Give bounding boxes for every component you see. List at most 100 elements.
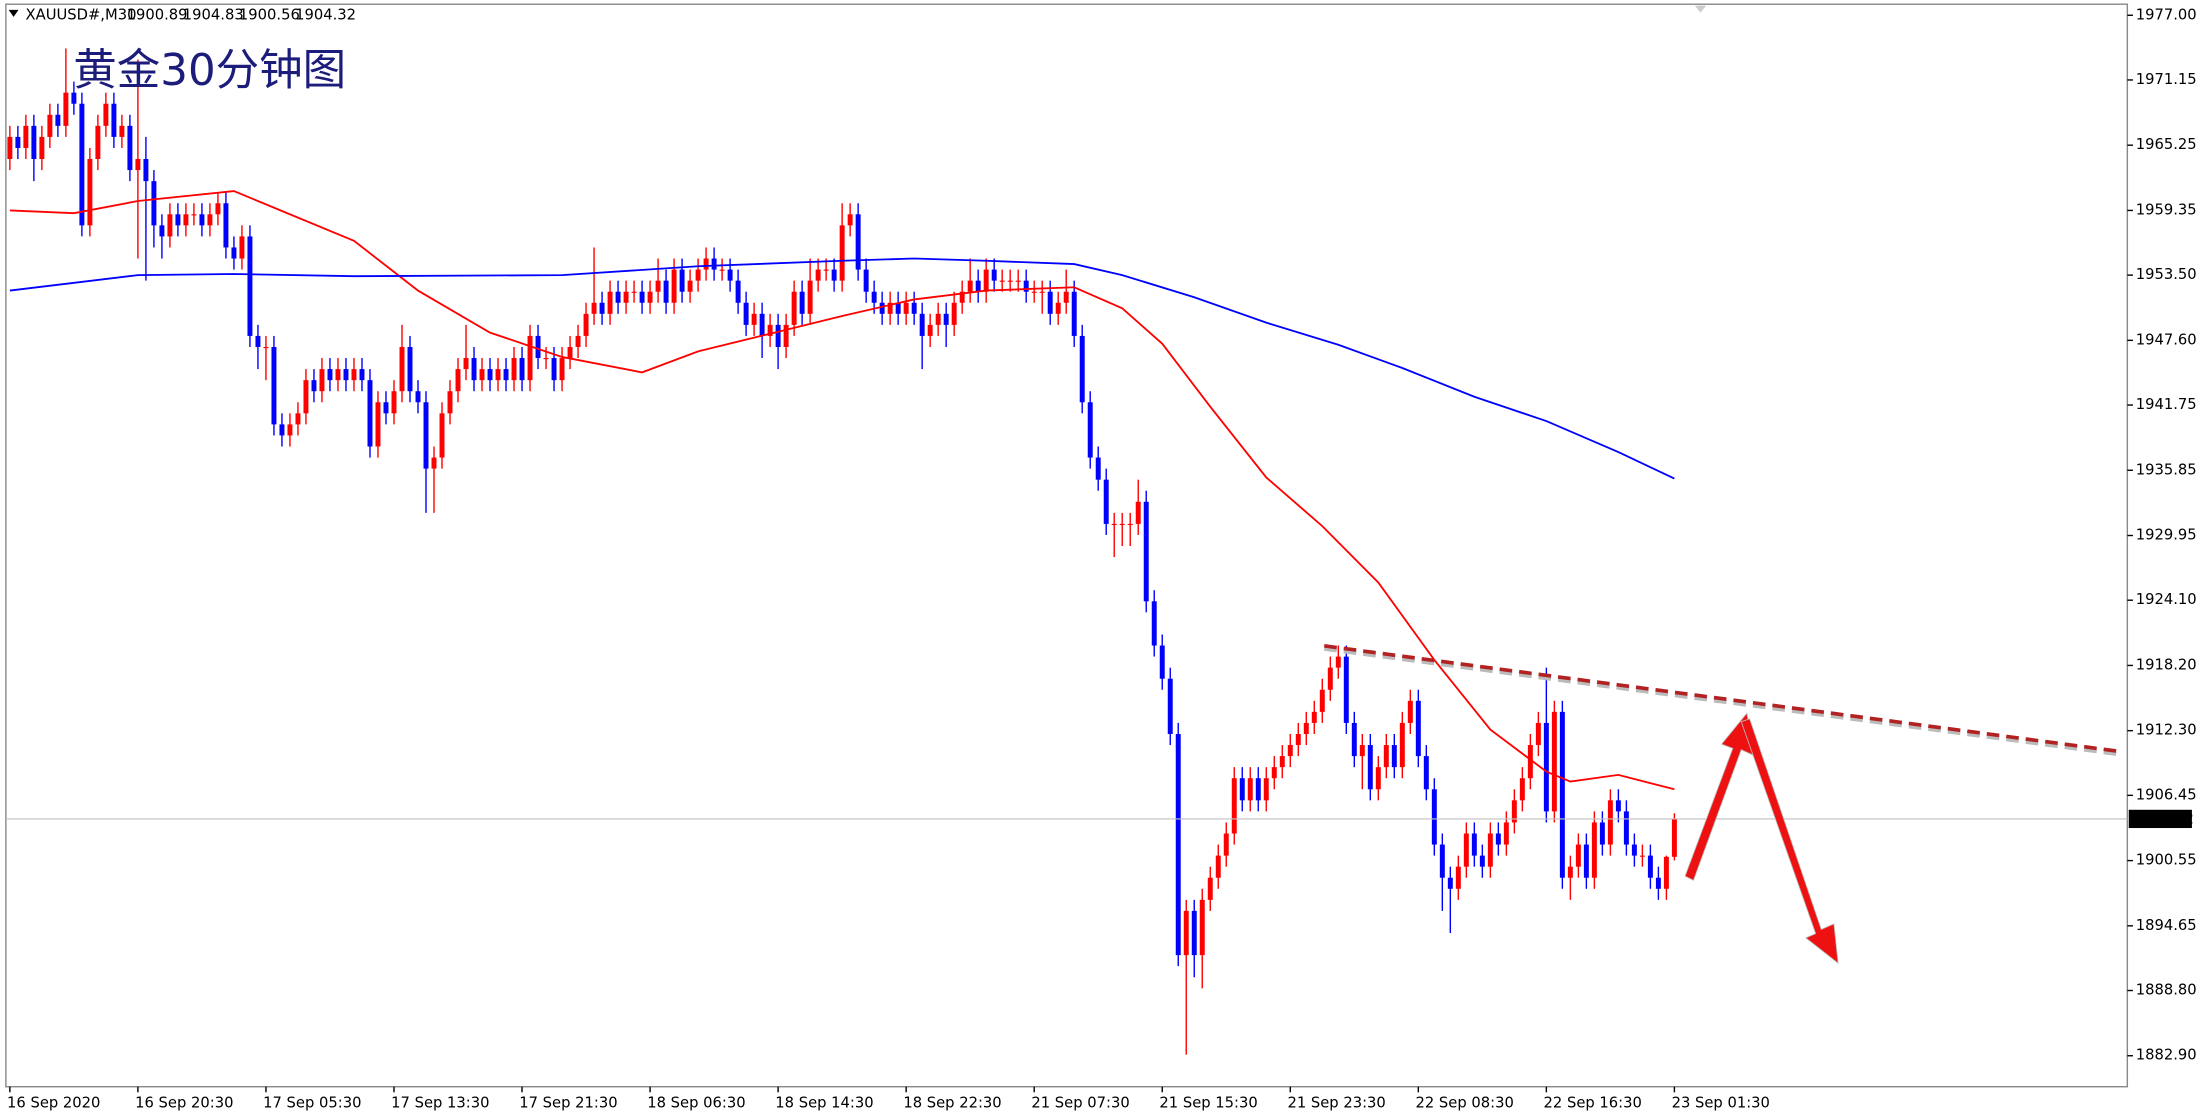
candle-body <box>671 269 677 303</box>
candle-body <box>1223 833 1229 856</box>
candle-body <box>1031 291 1037 293</box>
candle-body <box>943 313 949 325</box>
moving-average <box>9 190 1675 791</box>
candle-body <box>559 358 565 381</box>
candle-body <box>1023 280 1029 292</box>
candle-body <box>335 369 341 381</box>
candle-body <box>919 313 925 336</box>
candle-body <box>303 380 309 414</box>
candle-body <box>783 324 789 347</box>
candle-body <box>1231 778 1237 834</box>
forecast-arrows <box>1684 712 1839 965</box>
candle-body <box>1255 778 1261 801</box>
candle-body <box>831 269 837 281</box>
candle-body <box>759 313 765 336</box>
candle-body <box>183 214 189 226</box>
symbol: XAUUSD#,M30 <box>26 6 137 23</box>
candle-body <box>583 313 589 336</box>
candle-body <box>1599 822 1605 845</box>
candle-body <box>1327 667 1333 690</box>
candle-body <box>751 313 757 325</box>
candle-body <box>1415 700 1421 757</box>
y-tick-label: 1929.95 <box>2136 527 2197 544</box>
candle-body <box>1311 711 1317 723</box>
y-tick-label: 1935.85 <box>2136 461 2197 478</box>
candle-body <box>935 313 941 325</box>
candle-body <box>15 136 21 148</box>
candle-body <box>1535 722 1541 746</box>
candle-body <box>983 269 989 292</box>
y-tick-label: 1924.10 <box>2136 591 2197 608</box>
candle-body <box>1639 855 1645 857</box>
candle-body <box>1591 822 1597 878</box>
candle-body <box>1143 501 1149 602</box>
candle-body <box>1647 855 1653 878</box>
candle-body <box>39 136 45 160</box>
x-tick-label: 18 Sep 22:30 <box>903 1095 1001 1112</box>
candle-body <box>7 136 13 160</box>
candle-body <box>311 380 317 392</box>
candle-body <box>23 125 29 148</box>
candle-body <box>1543 722 1549 812</box>
chart-title: 黄金30分钟图 <box>73 46 346 96</box>
candle-body <box>103 103 109 126</box>
candle-body <box>991 269 997 281</box>
candle-body <box>735 280 741 303</box>
current-price-box <box>2128 809 2192 829</box>
y-tick-label: 1894.65 <box>2136 917 2197 934</box>
candle-body <box>1471 833 1477 856</box>
candle-body <box>623 291 629 303</box>
candle-body <box>127 125 133 171</box>
candle-body <box>1167 678 1173 734</box>
candle-body <box>215 203 221 215</box>
candle-body <box>887 302 893 314</box>
candle-body <box>1119 523 1125 526</box>
candle-body <box>847 214 853 226</box>
candle-body <box>1575 844 1581 867</box>
candle-body <box>71 92 77 104</box>
candle-body <box>327 369 333 381</box>
y-tick-label: 1941.75 <box>2136 396 2197 413</box>
candle-body <box>1583 844 1589 878</box>
candle-body <box>1055 302 1061 314</box>
close-price: 1904.32 <box>295 6 356 23</box>
candle-body <box>239 236 245 259</box>
candle-body <box>927 324 933 336</box>
x-tick-label: 17 Sep 21:30 <box>519 1095 617 1112</box>
candle-body <box>191 214 197 216</box>
open-price: 1900.89 <box>127 6 188 23</box>
candle-body <box>375 402 381 447</box>
candle-body <box>1303 722 1309 734</box>
candle-body <box>999 280 1005 282</box>
candle-body <box>1671 818 1677 857</box>
candle-body <box>359 369 365 381</box>
candle-body <box>1103 479 1109 524</box>
candle-body <box>1423 756 1429 790</box>
candle-body <box>175 214 181 226</box>
moving-average <box>9 257 1675 480</box>
candle-body <box>1359 745 1365 757</box>
candle-body <box>47 114 53 137</box>
low-price: 1900.56 <box>239 6 300 23</box>
candle-body <box>319 369 325 392</box>
candle-body <box>1519 778 1525 801</box>
candle-body <box>1095 457 1101 480</box>
x-tick-label: 17 Sep 05:30 <box>263 1095 361 1112</box>
y-tick-label: 1906.45 <box>2136 786 2197 803</box>
candle-body <box>1047 291 1053 314</box>
candle-body <box>295 413 301 425</box>
candle-body <box>1623 811 1629 845</box>
candle-body <box>223 203 229 248</box>
candle-body <box>575 335 581 347</box>
candle-body <box>655 280 661 292</box>
candle-body <box>1527 745 1533 779</box>
candle-body <box>823 269 829 271</box>
y-tick-label: 1965.25 <box>2136 136 2197 153</box>
candle-body <box>367 380 373 447</box>
current-price-label: 1904.32 <box>2133 811 2194 828</box>
candle-body <box>407 346 413 392</box>
y-tick-label: 1977.00 <box>2136 6 2197 23</box>
y-tick-label: 1971.15 <box>2136 71 2197 88</box>
candle-body <box>1455 866 1461 889</box>
